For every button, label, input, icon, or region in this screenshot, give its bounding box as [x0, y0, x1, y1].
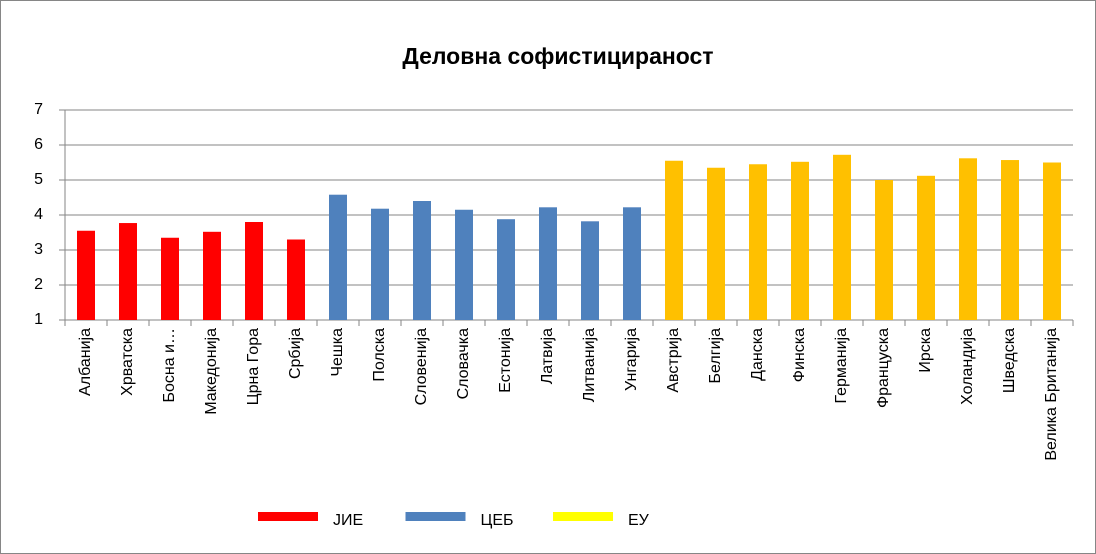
x-tick-label: Финска	[791, 328, 808, 382]
x-tick-label: Данска	[749, 328, 766, 381]
bar	[875, 180, 893, 320]
legend-swatch	[553, 512, 613, 521]
x-tick-label: Австрија	[665, 328, 682, 393]
legend-label: ЈИЕ	[333, 512, 363, 529]
x-tick-label: Холандија	[959, 328, 976, 405]
bar	[497, 219, 515, 320]
y-tick-label: 6	[34, 136, 43, 153]
bar	[119, 223, 137, 320]
y-tick-label: 3	[34, 241, 43, 258]
x-tick-label: Литванија	[581, 328, 598, 402]
bar	[917, 175, 935, 320]
bar	[371, 208, 389, 320]
x-tick-label: Ирска	[917, 328, 934, 373]
bar	[581, 221, 599, 320]
bar	[1001, 160, 1019, 320]
y-tick-label: 5	[34, 171, 43, 188]
x-tick-label: Албанија	[77, 328, 94, 396]
y-tick-label: 7	[34, 101, 43, 118]
chart-title: Деловна софистицираност	[402, 43, 713, 69]
bar	[413, 201, 431, 320]
x-tick-label: Словенија	[413, 328, 430, 406]
legend-label: ЦЕБ	[481, 512, 514, 529]
legend-label: ЕУ	[628, 512, 650, 529]
y-tick-label: 2	[34, 276, 43, 293]
bar	[707, 167, 725, 320]
x-tick-label: Латвија	[539, 328, 556, 384]
x-tick-label: Србија	[287, 328, 304, 379]
x-tick-label: Француска	[875, 328, 892, 408]
x-tick-label: Шведска	[1001, 328, 1018, 393]
x-tick-label: Велика Британија	[1043, 328, 1060, 461]
x-tick-label: Македонија	[203, 328, 220, 415]
bar	[665, 160, 683, 320]
x-tick-label: Хрватска	[119, 328, 136, 396]
bar	[287, 239, 305, 320]
x-tick-label: Црна Гора	[245, 328, 262, 405]
x-tick-label: Босна и…	[161, 328, 178, 403]
bar	[539, 207, 557, 320]
y-tick-label: 1	[34, 311, 43, 328]
x-tick-label: Естонија	[497, 328, 514, 393]
bar	[1043, 162, 1061, 320]
y-tick-label: 4	[34, 206, 43, 223]
bar	[833, 154, 851, 320]
legend-swatch	[258, 512, 318, 521]
x-tick-label: Словачка	[455, 328, 472, 400]
x-tick-label: Унгарија	[623, 328, 640, 391]
bar	[455, 209, 473, 320]
bar	[203, 231, 221, 320]
bar	[329, 194, 347, 320]
bar	[245, 222, 263, 320]
bar	[959, 158, 977, 320]
bar	[791, 161, 809, 320]
x-tick-label: Германија	[833, 328, 850, 404]
bar	[161, 237, 179, 320]
x-tick-label: Чешка	[329, 328, 346, 377]
x-tick-label: Полска	[371, 328, 388, 382]
legend-swatch	[405, 512, 466, 521]
bar	[623, 207, 641, 320]
bar	[749, 164, 767, 320]
bar	[77, 230, 95, 320]
x-tick-label: Белгија	[707, 328, 724, 384]
